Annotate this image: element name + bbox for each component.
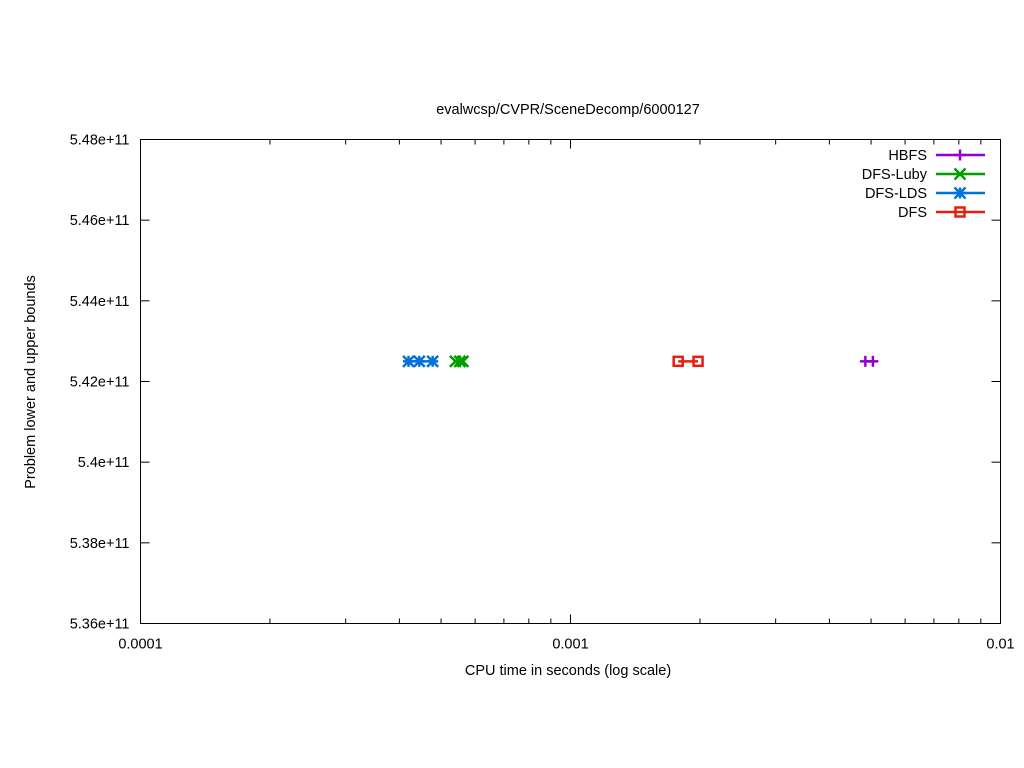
legend-marker [953,186,967,200]
data-point [426,354,440,368]
x-tick-label: 0.0001 [118,637,162,653]
series-dfs [672,355,704,368]
marker-stroke [456,354,470,368]
marker-stroke [953,186,967,200]
marker-stroke [672,355,684,368]
legend-entry: HBFS [888,148,985,164]
axes: 5.36e+11 5.38e+11 5.4e+11 5.42e+11 5.44e+11 5… [70,133,1015,653]
legend-marker [954,206,966,218]
legend-entry: DFS-LDS [865,186,985,202]
marker-stroke [402,354,415,368]
legend-marker [953,167,967,181]
y-tick-label: 5.4e+11 [78,455,130,471]
legend-label: HBFS [888,148,927,164]
marker-stroke [692,355,704,368]
marker-stroke [426,354,440,368]
marker-stroke [412,354,426,368]
y-tick-label: 5.38e+11 [70,536,130,552]
y-tick-label: 5.44e+11 [70,294,130,310]
data-point [672,355,684,368]
data-point [412,354,426,368]
legend-label: DFS [898,205,927,221]
plot-border [140,139,1001,624]
series-hbfs [859,355,879,367]
legend-entry: DFS [898,205,985,221]
data-point [453,354,467,368]
legend: HBFS DFS-Luby DFS-LDS DFS [862,148,985,221]
data-point [867,355,879,367]
data-point [692,355,704,368]
x-tick-label: 0.001 [552,637,588,653]
x-tick-label: 0.01 [986,637,1014,653]
marker-stroke [453,354,467,368]
series-dfs-luby [449,354,470,368]
chart-title: evalwcsp/CVPR/SceneDecomp/6000127 [436,102,700,118]
y-tick-label: 5.36e+11 [70,617,130,633]
y-tick-label: 5.46e+11 [70,213,130,229]
marker-stroke [954,206,966,218]
data-point [402,354,415,368]
legend-label: DFS-Luby [862,167,928,183]
series-layer [402,354,879,368]
legend-entry: DFS-Luby [862,167,985,183]
legend-marker [954,149,966,161]
data-point [456,354,470,368]
y-tick-label: 5.42e+11 [70,375,130,391]
legend-label: DFS-LDS [865,186,927,202]
y-tick-label: 5.48e+11 [70,133,130,149]
marker-stroke [953,167,967,181]
x-axis-label: CPU time in seconds (log scale) [465,663,671,679]
series-dfs-lds [402,354,440,368]
y-axis-label: Problem lower and upper bounds [23,275,39,489]
